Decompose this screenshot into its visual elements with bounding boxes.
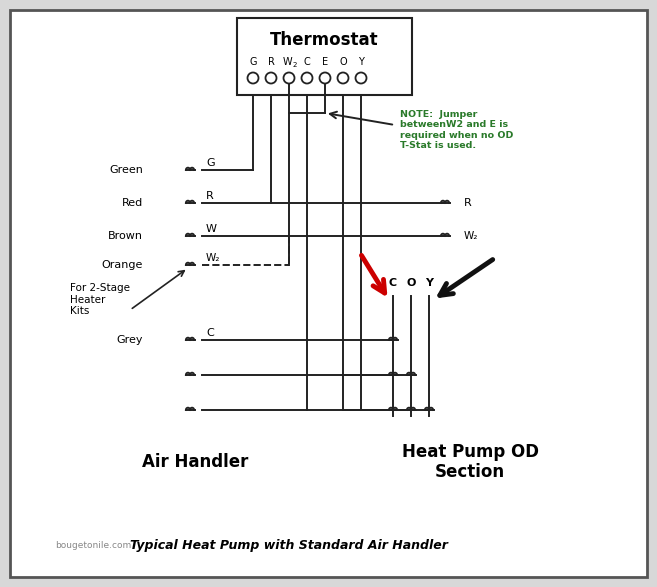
Text: bougetonile.com: bougetonile.com	[55, 541, 131, 549]
Text: C: C	[389, 278, 397, 288]
Text: W: W	[283, 57, 292, 67]
Text: Y: Y	[425, 278, 433, 288]
Text: 2: 2	[293, 62, 297, 68]
Text: W₂: W₂	[464, 231, 478, 241]
Circle shape	[338, 73, 348, 83]
Text: R: R	[267, 57, 275, 67]
Circle shape	[265, 73, 277, 83]
Text: Green: Green	[109, 165, 143, 175]
Text: O: O	[339, 57, 347, 67]
Text: C: C	[304, 57, 310, 67]
Text: W₂: W₂	[206, 253, 220, 263]
Text: NOTE:  Jumper
betweenW2 and E is
required when no OD
T-Stat is used.: NOTE: Jumper betweenW2 and E is required…	[400, 110, 513, 150]
Circle shape	[302, 73, 313, 83]
Text: G: G	[249, 57, 257, 67]
Text: Thermostat: Thermostat	[270, 31, 379, 49]
Text: Grey: Grey	[116, 335, 143, 345]
Text: O: O	[406, 278, 416, 288]
Text: Air Handler: Air Handler	[142, 453, 248, 471]
Text: G: G	[206, 158, 215, 168]
Text: Orange: Orange	[102, 260, 143, 270]
Bar	[237, 18, 412, 95]
Text: Red: Red	[122, 198, 143, 208]
Text: C: C	[206, 328, 214, 338]
Circle shape	[248, 73, 258, 83]
Text: W: W	[206, 224, 217, 234]
Text: For 2-Stage
Heater
Kits: For 2-Stage Heater Kits	[70, 283, 130, 316]
Text: E: E	[322, 57, 328, 67]
Text: R: R	[206, 191, 214, 201]
Text: Heat Pump OD
Section: Heat Pump OD Section	[401, 443, 539, 481]
Circle shape	[319, 73, 330, 83]
Text: Brown: Brown	[108, 231, 143, 241]
Text: Typical Heat Pump with Standard Air Handler: Typical Heat Pump with Standard Air Hand…	[130, 538, 448, 552]
Text: Y: Y	[358, 57, 364, 67]
Text: R: R	[464, 198, 472, 208]
Circle shape	[355, 73, 367, 83]
Circle shape	[284, 73, 294, 83]
